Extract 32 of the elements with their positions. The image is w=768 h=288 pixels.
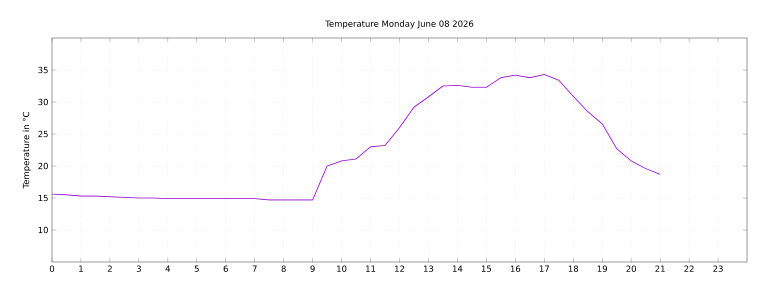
x-tick-label: 18 bbox=[568, 266, 578, 272]
x-tick-label: 23 bbox=[713, 266, 723, 272]
x-tick-label: 3 bbox=[136, 266, 141, 272]
x-tick-label: 19 bbox=[598, 266, 608, 272]
x-tick-label: 14 bbox=[452, 266, 462, 272]
y-axis-title: Temperature in °C bbox=[22, 112, 31, 188]
x-tick-label: 1 bbox=[79, 266, 83, 272]
x-tick-label: 8 bbox=[282, 266, 286, 272]
x-tick-label: 22 bbox=[684, 266, 694, 272]
x-tick-label: 6 bbox=[224, 266, 228, 272]
x-tick-label: 11 bbox=[366, 266, 376, 272]
x-tick-label: 21 bbox=[655, 266, 665, 272]
y-tick-label: 20 bbox=[38, 162, 48, 170]
x-tick-label: 12 bbox=[395, 266, 404, 272]
x-tick-label: 5 bbox=[194, 266, 199, 272]
x-tick-label: 13 bbox=[424, 266, 434, 272]
chart-title: Temperature Monday June 08 2026 bbox=[325, 20, 474, 29]
x-tick-label: 2 bbox=[108, 266, 112, 272]
x-tick-label: 17 bbox=[540, 266, 549, 272]
y-tick-label: 35 bbox=[38, 66, 48, 74]
y-tick-label: 30 bbox=[38, 98, 48, 106]
x-tick-label: 10 bbox=[337, 266, 346, 272]
x-tick-label: 4 bbox=[166, 266, 170, 272]
x-tick-label: 9 bbox=[310, 266, 315, 272]
y-tick-label: 10 bbox=[38, 226, 48, 234]
x-tick-label: 16 bbox=[510, 266, 520, 272]
x-tick-label: 20 bbox=[626, 266, 636, 272]
x-tick-label: 7 bbox=[252, 266, 257, 272]
x-tick-label: 15 bbox=[482, 266, 492, 272]
x-tick-label: 0 bbox=[50, 266, 54, 272]
y-tick-label: 15 bbox=[38, 194, 48, 202]
y-tick-label: 25 bbox=[38, 130, 48, 138]
